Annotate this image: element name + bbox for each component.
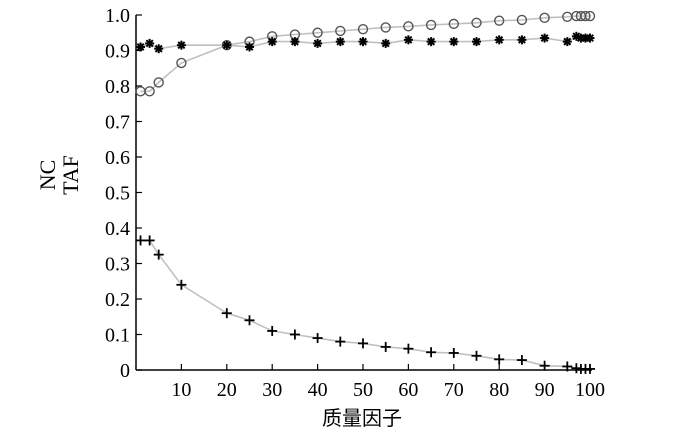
data-point-plus	[135, 235, 146, 246]
y-axis-title-line-2: TAF	[58, 155, 83, 195]
data-point-plus	[244, 315, 255, 326]
data-point-plus	[267, 325, 278, 336]
data-point-circle	[471, 17, 482, 29]
data-point-plus	[471, 350, 482, 361]
data-point-asterisk	[472, 37, 481, 47]
data-point-asterisk	[585, 33, 595, 43]
data-point-asterisk	[494, 35, 504, 45]
data-point-asterisk	[267, 37, 277, 47]
data-point-circle	[448, 18, 459, 30]
x-tick-label: 80	[489, 379, 509, 401]
x-tick-label: 30	[262, 379, 282, 401]
x-tick-label: 40	[308, 379, 328, 401]
series-circle	[135, 10, 596, 97]
x-tick-label: 70	[444, 379, 464, 401]
data-point-circle	[312, 27, 323, 38]
data-point-plus	[448, 347, 459, 358]
data-point-circle	[144, 86, 155, 97]
data-point-plus	[403, 343, 414, 354]
data-point-plus	[335, 336, 346, 347]
data-point-plus	[562, 361, 573, 372]
data-point-asterisk	[245, 42, 254, 52]
data-point-asterisk	[136, 42, 146, 52]
data-point-plus	[289, 329, 300, 340]
data-point-circle	[357, 24, 369, 35]
data-point-circle	[425, 19, 437, 31]
data-point-plus	[312, 333, 323, 344]
data-point-plus	[539, 360, 550, 371]
data-point-plus	[380, 341, 391, 352]
data-point-circle	[516, 14, 528, 26]
data-point-plus	[176, 279, 187, 290]
y-tick-group: 0 0.1 0.2 0.3 0.4 0.5 0.6 0.7 0.8 0.9 1.0	[105, 5, 142, 382]
data-point-asterisk	[358, 37, 368, 47]
x-tick-label: 100	[575, 379, 605, 401]
data-point-plus	[153, 249, 164, 260]
data-point-asterisk	[176, 40, 186, 50]
series-line	[140, 15, 590, 93]
x-tick-label: 50	[353, 379, 373, 401]
data-point-plus	[221, 308, 232, 319]
series-asterisk	[136, 31, 595, 54]
data-point-circle	[580, 10, 591, 22]
data-point-asterisk	[426, 37, 436, 47]
data-point-circle	[335, 25, 346, 37]
y-tick-label: 0.1	[105, 325, 130, 347]
y-tick-label: 0.8	[105, 76, 130, 98]
y-tick-label: 0.7	[105, 112, 130, 134]
data-point-asterisk	[403, 35, 413, 45]
y-axis-title-line-1: NC	[35, 160, 60, 191]
x-tick-label: 10	[171, 379, 191, 401]
data-point-circle	[494, 15, 505, 26]
data-point-plus	[516, 355, 527, 366]
y-tick-label: 0.4	[105, 218, 130, 240]
data-point-circle	[380, 22, 391, 33]
data-point-plus	[426, 347, 437, 358]
series-plus	[135, 235, 595, 374]
series-layer	[135, 10, 596, 374]
data-point-plus	[585, 363, 595, 374]
data-point-circle	[584, 10, 596, 22]
y-tick-label: 0.9	[105, 41, 130, 63]
y-tick-label: 1.0	[105, 5, 130, 27]
y-axis-title: NC TAF	[35, 155, 83, 195]
data-point-asterisk	[449, 37, 459, 47]
x-tick-label: 60	[398, 379, 418, 401]
data-point-asterisk	[517, 35, 527, 45]
y-tick-label: 0.3	[105, 254, 130, 276]
x-axis-title: 质量因子	[322, 406, 402, 430]
data-point-circle	[539, 12, 550, 24]
data-point-plus	[144, 235, 155, 246]
data-point-asterisk	[222, 40, 232, 50]
data-point-asterisk	[145, 38, 155, 48]
data-point-asterisk	[562, 37, 572, 47]
y-tick-label: 0.6	[105, 147, 130, 169]
x-tick-label: 90	[535, 379, 555, 401]
data-point-circle	[153, 77, 164, 88]
data-point-plus	[494, 354, 505, 365]
data-point-asterisk	[381, 38, 391, 48]
y-tick-label: 0.5	[105, 183, 130, 205]
data-point-circle	[403, 21, 414, 32]
data-point-asterisk	[540, 33, 550, 43]
data-point-asterisk	[313, 38, 323, 48]
x-tick-group: 10 20 30 40 50 60 70 80 90 100	[171, 364, 605, 401]
data-point-asterisk	[335, 37, 345, 47]
chart-axes	[135, 15, 592, 371]
x-tick-label: 20	[217, 379, 237, 401]
data-point-plus	[358, 338, 368, 349]
y-tick-label: 0	[120, 360, 130, 382]
data-point-circle	[176, 57, 187, 69]
series-line	[140, 239, 590, 370]
data-point-asterisk	[290, 37, 300, 47]
data-point-asterisk	[154, 44, 164, 54]
y-tick-label: 0.2	[105, 289, 130, 311]
